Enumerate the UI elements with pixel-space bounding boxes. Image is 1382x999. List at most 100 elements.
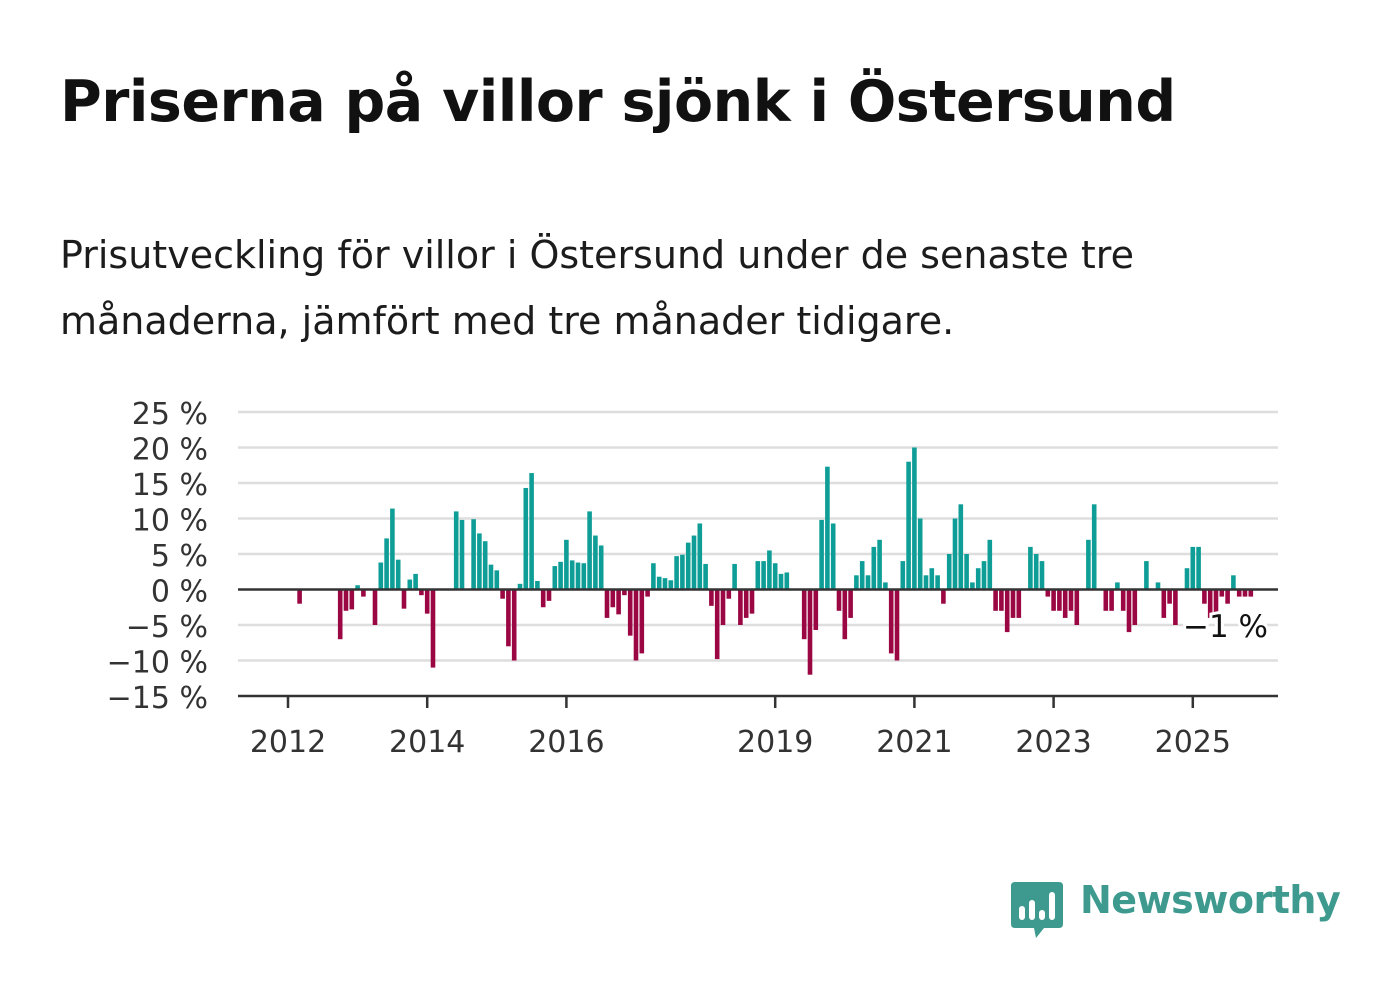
bar [726, 589, 732, 599]
y-tick-label: 20 % [132, 433, 208, 468]
y-tick-label: 15 % [132, 468, 208, 503]
bar [598, 545, 604, 590]
bar [813, 589, 819, 630]
x-tick-label: 2012 [250, 725, 326, 760]
bar [836, 589, 842, 611]
bar [1196, 546, 1201, 590]
bar [935, 575, 940, 590]
y-tick-label: −15 % [107, 681, 208, 716]
bar [581, 563, 587, 590]
bar [1039, 561, 1045, 590]
bar [975, 568, 981, 590]
bar [604, 589, 610, 618]
bar [1219, 589, 1225, 597]
bar [1167, 589, 1172, 604]
bar [964, 554, 969, 590]
bar [1126, 589, 1132, 633]
bar [668, 580, 674, 590]
axes [238, 588, 1278, 708]
bar [552, 566, 558, 590]
grid-lines [238, 410, 1278, 662]
bar [1173, 589, 1178, 625]
chart-subtitle: Prisutveckling för villor i Östersund un… [60, 233, 1134, 343]
x-tick-label: 2014 [389, 725, 465, 760]
bar [517, 583, 523, 590]
bar [958, 504, 964, 590]
bar [656, 576, 662, 590]
bar [535, 580, 540, 590]
bar [1068, 589, 1074, 611]
bar [564, 539, 569, 590]
bar [743, 589, 749, 618]
bar [738, 589, 743, 625]
bar [1109, 589, 1114, 611]
bar [1132, 589, 1138, 625]
bar [941, 589, 946, 604]
bar [674, 556, 679, 590]
bar [1016, 589, 1022, 618]
bar [697, 523, 703, 590]
newsworthy-logo: Newsworthy [1010, 876, 1341, 946]
bar [807, 589, 813, 675]
bar [413, 573, 418, 590]
y-tick-label: 5 % [151, 539, 208, 574]
bar [401, 589, 407, 609]
bar [871, 546, 877, 590]
bar [1225, 589, 1230, 604]
bar [477, 533, 482, 590]
y-tick-label: 0 % [151, 575, 208, 610]
bar [993, 589, 998, 611]
bar [970, 582, 975, 590]
bar [494, 570, 500, 590]
bar [842, 589, 848, 640]
bar [390, 508, 395, 590]
tick-labels: 25 %20 %15 %10 %5 %0 %−5 %−10 %−15 % 2012… [107, 397, 1271, 760]
bar [1115, 582, 1120, 590]
bar [616, 589, 621, 615]
bar [778, 573, 784, 590]
bar [987, 539, 993, 590]
bar [1155, 582, 1161, 590]
bar [575, 562, 581, 590]
bar [830, 523, 836, 590]
bar [680, 554, 685, 590]
bar [343, 589, 349, 611]
bar [482, 541, 488, 590]
bar [784, 572, 790, 590]
bar [337, 589, 343, 640]
chart-title: Priserna på villor sjönk i Östersund [60, 69, 1176, 135]
bar [645, 589, 650, 597]
y-tick-label: −10 % [107, 646, 208, 681]
bar [755, 561, 761, 590]
bar [1051, 589, 1056, 611]
bar [854, 575, 859, 590]
bar [349, 589, 355, 610]
bar [540, 589, 546, 608]
y-tick-label: 25 % [132, 397, 208, 432]
bar [720, 589, 726, 625]
bar [999, 589, 1004, 611]
bar [627, 589, 633, 636]
bar [1161, 589, 1167, 618]
bar [801, 589, 807, 640]
bar [488, 564, 494, 590]
bar [1010, 589, 1016, 618]
bar [297, 589, 302, 604]
bar [952, 518, 958, 590]
bar [593, 535, 598, 590]
bar [1103, 589, 1109, 611]
bar [587, 511, 592, 590]
y-tick-label: 10 % [132, 504, 208, 539]
bar [430, 589, 436, 668]
bar [761, 561, 766, 590]
bar [1207, 589, 1213, 618]
bar-chart-speech-bubble-icon [1011, 882, 1063, 938]
bar [1033, 554, 1039, 590]
bar [772, 563, 778, 590]
bar [917, 518, 923, 590]
bar [639, 589, 645, 654]
x-tick-label: 2025 [1155, 725, 1231, 760]
bar [900, 561, 906, 590]
bar [709, 589, 714, 606]
bar [459, 519, 465, 590]
